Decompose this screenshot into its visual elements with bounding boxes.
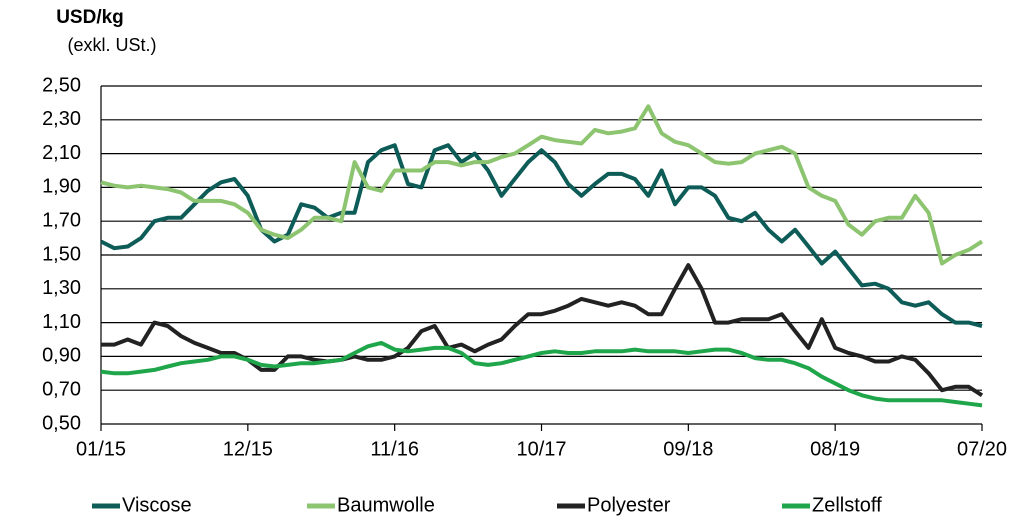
- y-tick-label: 1,10: [42, 311, 81, 333]
- y-tick-label: 1,30: [42, 277, 81, 299]
- y-tick-label: 0,70: [42, 378, 81, 400]
- x-tick-label: 07/20: [957, 438, 1007, 460]
- legend-label: Viscose: [122, 494, 192, 516]
- y-tick-label: 2,10: [42, 142, 81, 164]
- x-tick-label: 11/16: [370, 438, 419, 460]
- x-tick-label: 08/19: [810, 438, 860, 460]
- y-tick-label: 0,90: [42, 345, 81, 367]
- chart-subtitle: (exkl. USt.): [67, 35, 156, 55]
- series-line: [100, 340, 983, 408]
- legend-label: Baumwolle: [337, 494, 435, 516]
- y-tick-label: 1,70: [42, 209, 81, 231]
- series-line: [100, 143, 983, 328]
- y-tick-label: 1,50: [42, 243, 81, 265]
- y-tick-label: 2,50: [42, 74, 81, 96]
- x-tick-label: 10/17: [516, 438, 566, 460]
- y-tick-label: 2,30: [42, 108, 81, 130]
- y-tick-label: 1,90: [42, 176, 81, 198]
- legend-label: Polyester: [587, 494, 671, 516]
- legend-label: Zellstoff: [812, 494, 882, 516]
- x-tick-label: 09/18: [663, 438, 713, 460]
- y-tick-label: 0,50: [42, 412, 81, 434]
- chart-title: USD/kg: [56, 7, 124, 28]
- series-line: [101, 263, 984, 397]
- x-tick-label: 01/15: [76, 438, 126, 460]
- series-line: [100, 104, 984, 266]
- x-tick-label: 12/15: [223, 438, 273, 460]
